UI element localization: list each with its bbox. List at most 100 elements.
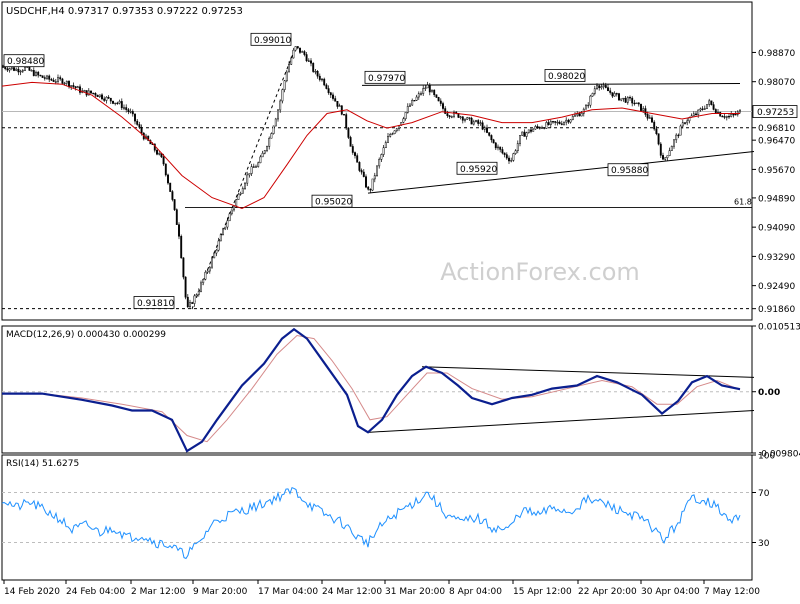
candle-body (393, 130, 396, 134)
candle-body (613, 93, 616, 97)
candle-body (32, 70, 35, 76)
candle-body (186, 296, 189, 308)
candle-body (129, 111, 132, 113)
candle-body (358, 162, 361, 171)
candle-body (516, 143, 519, 152)
candle-body (382, 147, 385, 155)
candle-body (112, 100, 114, 104)
candle-body (664, 157, 667, 160)
candle-body (343, 114, 345, 116)
candle-body (259, 156, 262, 164)
candle-body (626, 97, 629, 103)
candle-body (114, 102, 117, 105)
candle-body (710, 100, 713, 105)
candle-body (488, 132, 491, 136)
candle-body (376, 165, 378, 176)
candle-body (63, 82, 66, 85)
candle-body (565, 119, 568, 123)
candle-body (98, 94, 101, 97)
candle-body (519, 135, 521, 144)
candle-body (633, 102, 636, 105)
candle-body (52, 79, 55, 82)
candle-body (602, 85, 605, 87)
candle-body (296, 46, 299, 49)
annotation-box (3, 54, 45, 68)
candle-body (635, 102, 638, 104)
xtick-label: 24 Feb 04:00 (66, 587, 125, 597)
macd-trendline (367, 409, 755, 433)
candle-body (21, 70, 24, 72)
candle-body (406, 106, 409, 113)
price-ytick-label: 0.95670 (758, 166, 795, 176)
candle-body (563, 121, 565, 125)
candle-body (13, 67, 15, 71)
candle-body (651, 117, 653, 123)
candle-body (659, 143, 662, 156)
candle-body (574, 114, 576, 117)
candle-body (180, 236, 183, 259)
candle-body (338, 105, 341, 107)
candle-body (224, 226, 227, 230)
candle-body (514, 150, 517, 154)
candle-body (310, 60, 312, 64)
candle-body (255, 166, 257, 168)
candle-body (35, 71, 37, 76)
candle-body (252, 166, 255, 168)
candle-body (543, 127, 546, 129)
candle-body (525, 132, 528, 137)
price-ytick-label: 0.96470 (758, 137, 795, 147)
candle-body (686, 120, 689, 124)
candle-body (266, 146, 268, 151)
candle-body (380, 154, 383, 160)
candle-body (354, 152, 356, 156)
candle-body (604, 85, 607, 88)
candle-body (8, 68, 11, 71)
candle-body (219, 234, 222, 242)
candle-body (369, 189, 372, 191)
candle-body (263, 150, 266, 154)
annotation-box (311, 194, 353, 208)
candle-body (699, 108, 702, 111)
candle-body (431, 89, 433, 93)
candle-body (156, 150, 158, 155)
candle-body (323, 78, 326, 86)
candle-body (470, 117, 473, 125)
candle-body (569, 119, 572, 123)
candle-body (270, 133, 273, 139)
annotation-box (456, 161, 498, 175)
rsi-ytick-label: 30 (758, 539, 770, 549)
candle-body (609, 90, 612, 93)
candle-body (248, 173, 251, 176)
price-trendline (191, 51, 295, 310)
candle-body (589, 95, 592, 106)
candle-body (648, 117, 651, 119)
candle-body (246, 174, 249, 184)
candle-body (283, 80, 286, 90)
price-trendline (361, 83, 741, 86)
candle-body (712, 104, 715, 110)
candle-body (103, 98, 106, 101)
candle-body (57, 77, 59, 82)
candle-body (556, 121, 559, 124)
annotation-box (607, 163, 649, 177)
candle-body (182, 257, 185, 278)
candle-body (499, 146, 502, 150)
candle-body (228, 213, 231, 222)
candle-body (717, 112, 719, 114)
candle-body (321, 78, 323, 81)
candle-body (571, 116, 574, 120)
candle-body (171, 191, 174, 200)
candle-body (466, 117, 469, 120)
candle-body (428, 84, 431, 93)
candle-body (420, 93, 422, 95)
candle-body (653, 121, 656, 130)
candle-body (481, 122, 484, 130)
candle-body (65, 81, 68, 84)
candle-body (96, 94, 99, 97)
candle-body (655, 128, 658, 134)
candle-body (646, 114, 649, 119)
candle-body (679, 125, 682, 136)
candle-body (120, 101, 123, 109)
